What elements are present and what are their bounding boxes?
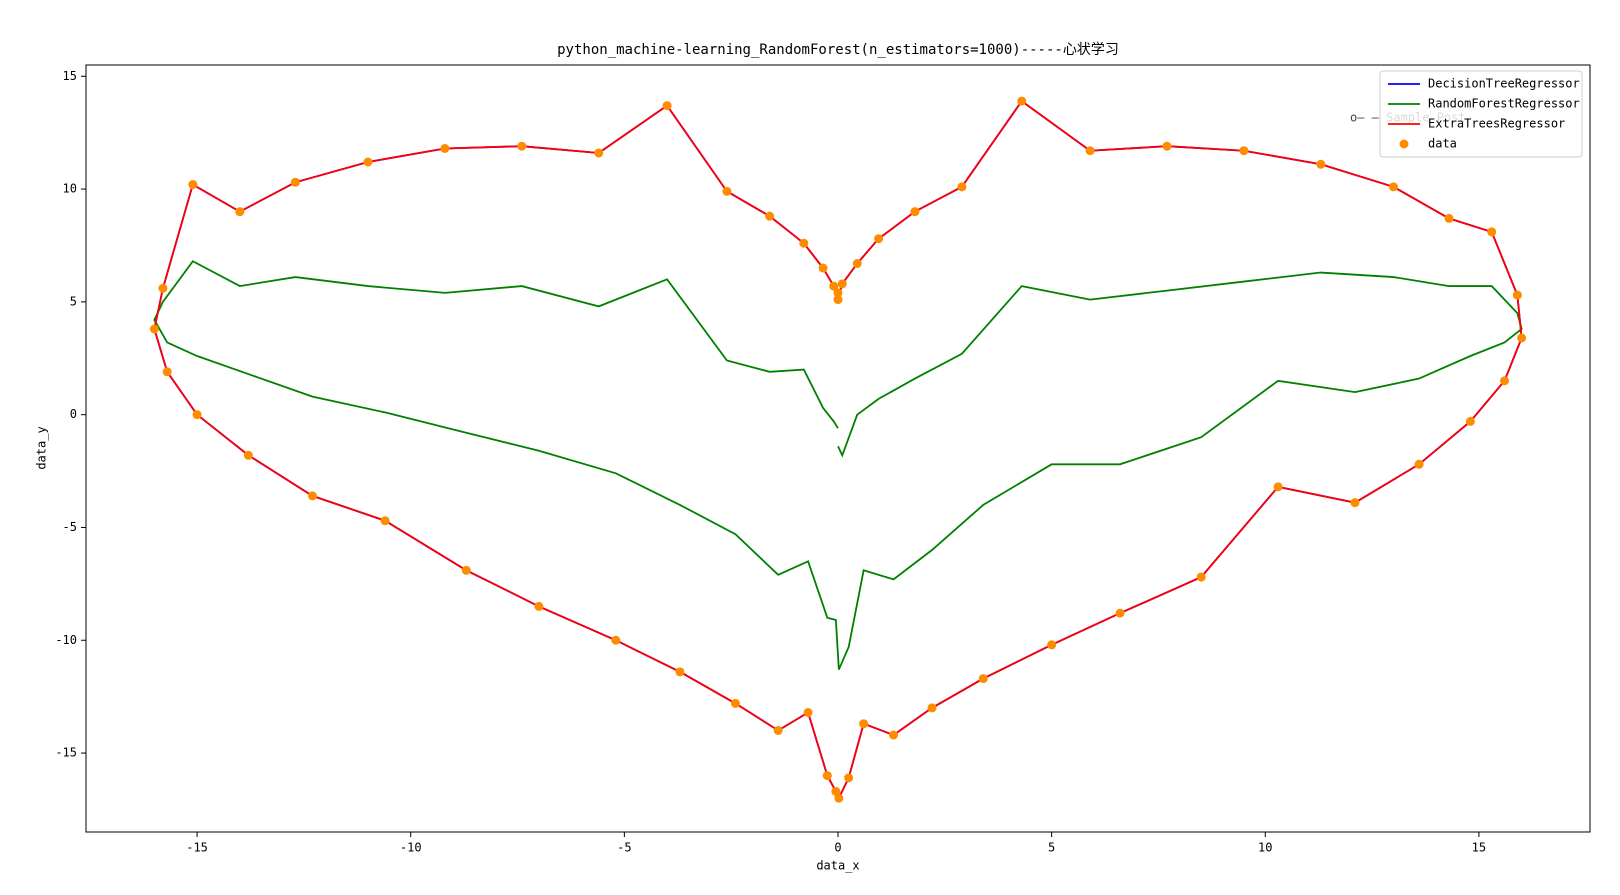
data-point: [1444, 213, 1454, 223]
data-point: [611, 635, 621, 645]
data-point: [517, 141, 527, 151]
data-point: [822, 771, 832, 781]
legend-label: data: [1428, 137, 1457, 151]
plot-area: [149, 96, 1527, 803]
x-tick-label: 15: [1472, 841, 1486, 855]
legend-label: DecisionTreeRegressor: [1428, 77, 1580, 91]
data-point: [534, 601, 544, 611]
data-point: [1350, 498, 1360, 508]
data-point: [662, 101, 672, 111]
data-point: [1316, 159, 1326, 169]
data-point: [675, 667, 685, 677]
data-point: [837, 279, 847, 289]
data-point: [859, 719, 869, 729]
data-point: [1196, 572, 1206, 582]
x-tick-label: -5: [617, 841, 631, 855]
data-point: [910, 207, 920, 217]
data-point: [1517, 333, 1527, 343]
data-point: [1512, 290, 1522, 300]
data-point: [834, 793, 844, 803]
data-point: [773, 725, 783, 735]
data-point: [235, 207, 245, 217]
data-point: [852, 259, 862, 269]
data-point: [957, 182, 967, 192]
data-point: [799, 238, 809, 248]
data-point: [380, 516, 390, 526]
data-point: [290, 177, 300, 187]
data-point: [1162, 141, 1172, 151]
data-point: [927, 703, 937, 713]
data-point: [1500, 376, 1510, 386]
data-point: [440, 143, 450, 153]
series-line: [153, 99, 1523, 801]
legend-label: ExtraTreesRegressor: [1428, 117, 1565, 131]
data-point: [730, 698, 740, 708]
data-point: [978, 674, 988, 684]
data-point: [1115, 608, 1125, 618]
y-tick-label: 5: [70, 294, 77, 308]
legend: DecisionTreeRegressor RandomForestRegress…: [1379, 70, 1583, 158]
data-point: [363, 157, 373, 167]
y-tick-label: -15: [55, 746, 77, 760]
data-point: [1414, 459, 1424, 469]
data-point: [831, 786, 841, 796]
y-tick-label: 10: [63, 182, 77, 196]
data-point: [1273, 482, 1283, 492]
data-point: [874, 234, 884, 244]
x-tick-label: 5: [1048, 841, 1055, 855]
y-tick-label: 0: [70, 407, 77, 421]
data-point: [722, 186, 732, 196]
data-point: [1017, 96, 1027, 106]
data-point: [889, 730, 899, 740]
series-line: [153, 99, 1523, 801]
data-point: [1487, 227, 1497, 237]
data-point: [192, 410, 202, 420]
data-point: [158, 283, 168, 293]
data-point: [844, 773, 854, 783]
data-point: [162, 367, 172, 377]
x-tick-label: -10: [400, 841, 422, 855]
data-point: [149, 324, 159, 334]
y-tick-label: -5: [63, 520, 77, 534]
chart-title: python_machine-learning_RandomForest(n_e…: [557, 42, 1119, 58]
axes-frame: [85, 64, 1591, 833]
legend-label: RandomForestRegressor: [1428, 97, 1580, 111]
data-point: [803, 707, 813, 717]
series-line: [153, 260, 1523, 670]
y-axis-label: data_y: [35, 426, 49, 469]
data-point: [829, 281, 839, 291]
data-point: [818, 263, 828, 273]
x-tick-label: 10: [1258, 841, 1272, 855]
legend-box: [1379, 70, 1583, 158]
data-point: [243, 450, 253, 460]
data-point: [1047, 640, 1057, 650]
data-point: [1388, 182, 1398, 192]
data-point: [188, 180, 198, 190]
data-point: [833, 295, 843, 305]
data-point: [594, 148, 604, 158]
data-point: [307, 491, 317, 501]
data-point: [765, 211, 775, 221]
data-point: [833, 288, 843, 298]
data-point: [1239, 146, 1249, 156]
x-tick-label: 0: [834, 841, 841, 855]
legend-marker: [1399, 139, 1409, 149]
data-point: [1085, 146, 1095, 156]
x-axis-label: data_x: [816, 859, 859, 873]
data-point: [461, 565, 471, 575]
data-point: [1465, 416, 1475, 426]
y-tick-label: 15: [63, 69, 77, 83]
x-tick-label: -15: [186, 841, 208, 855]
y-tick-label: -10: [55, 633, 77, 647]
